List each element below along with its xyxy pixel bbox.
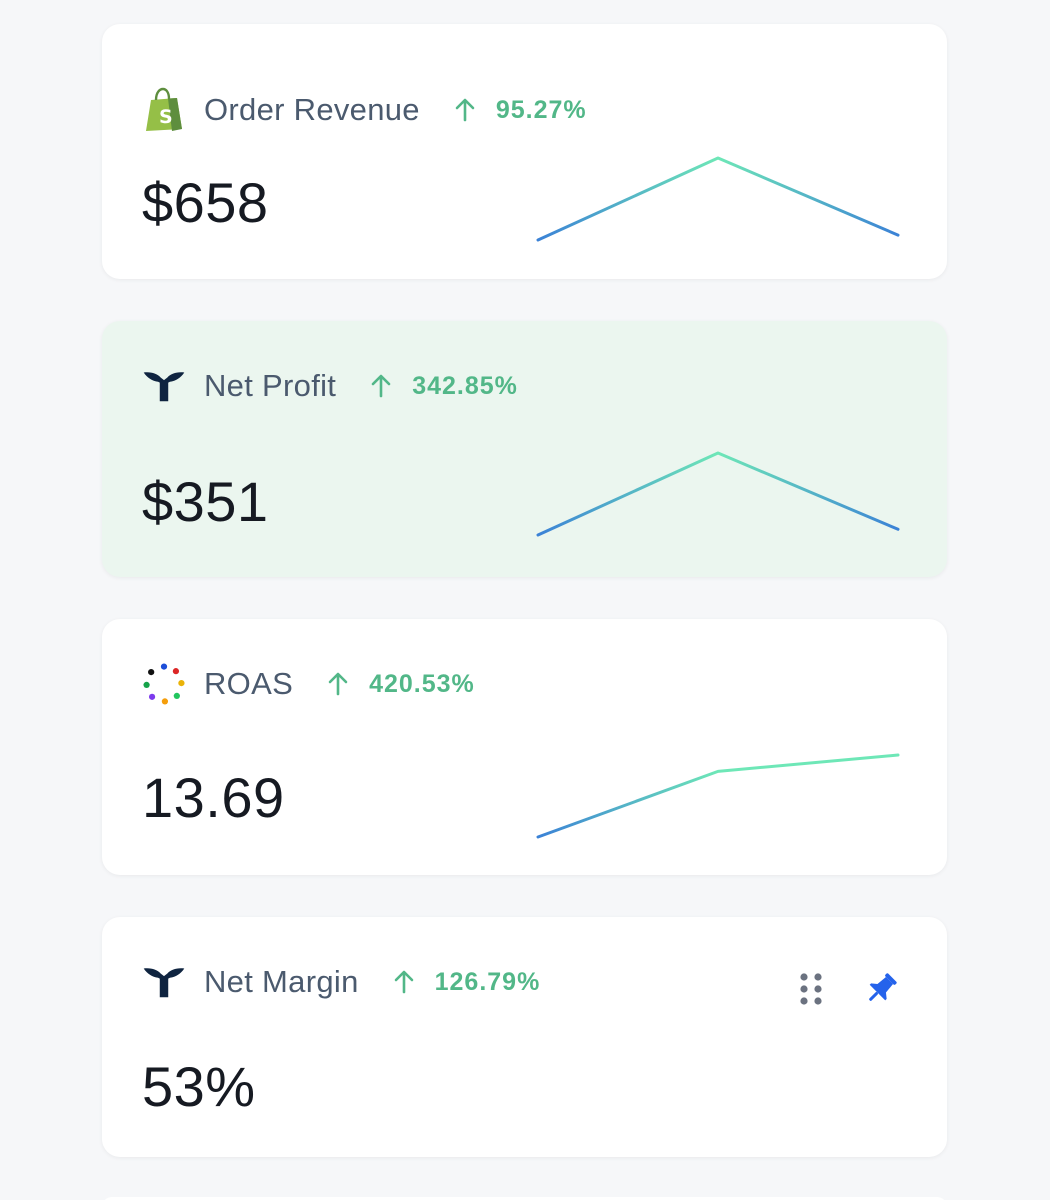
metric-card-partial	[102, 1197, 947, 1200]
change-indicator: 342.85%	[368, 372, 518, 401]
change-value: 126.79%	[434, 967, 541, 996]
card-actions	[799, 971, 899, 1007]
metric-card-net-margin[interactable]: Net Margin 126.79%	[102, 917, 947, 1157]
metric-title: ROAS	[204, 666, 294, 701]
metric-title: Net Profit	[204, 368, 337, 403]
metric-title: Order Revenue	[204, 92, 420, 127]
metric-card-net-profit[interactable]: Net Profit 342.85% $351	[102, 321, 947, 577]
change-indicator: 420.53%	[325, 670, 475, 699]
shopify-icon: S	[142, 87, 186, 132]
triple-whale-icon	[142, 960, 186, 1004]
sparkline	[536, 156, 900, 242]
drag-handle-icon[interactable]	[799, 971, 823, 1007]
sparkline-path	[536, 753, 900, 839]
dots-ring-icon	[142, 662, 186, 706]
arrow-up-icon	[328, 672, 348, 696]
change-indicator: 126.79%	[391, 968, 541, 997]
change-value: 342.85%	[412, 371, 518, 400]
arrow-up-icon	[455, 98, 475, 122]
change-indicator: 95.27%	[452, 96, 587, 125]
metric-value: 53%	[142, 1055, 256, 1118]
sparkline-path	[536, 451, 900, 537]
metric-value: $351	[142, 470, 269, 533]
triple-whale-icon	[142, 364, 186, 408]
pin-icon[interactable]	[863, 971, 899, 1007]
metric-card-order-revenue[interactable]: S Order Revenue 95.27% $658	[102, 24, 947, 279]
metric-card-roas[interactable]: ROAS 420.53% 13.69	[102, 619, 947, 875]
sparkline	[536, 451, 900, 537]
metric-value: 13.69	[142, 766, 285, 829]
change-value: 420.53%	[369, 669, 475, 698]
metric-title: Net Margin	[204, 964, 359, 999]
change-value: 95.27%	[495, 95, 587, 124]
sparkline-path	[536, 156, 900, 242]
sparkline	[536, 753, 900, 839]
arrow-up-icon	[371, 374, 391, 398]
arrow-up-icon	[394, 970, 413, 994]
svg-text:S: S	[159, 106, 173, 128]
metric-value: $658	[142, 171, 269, 234]
